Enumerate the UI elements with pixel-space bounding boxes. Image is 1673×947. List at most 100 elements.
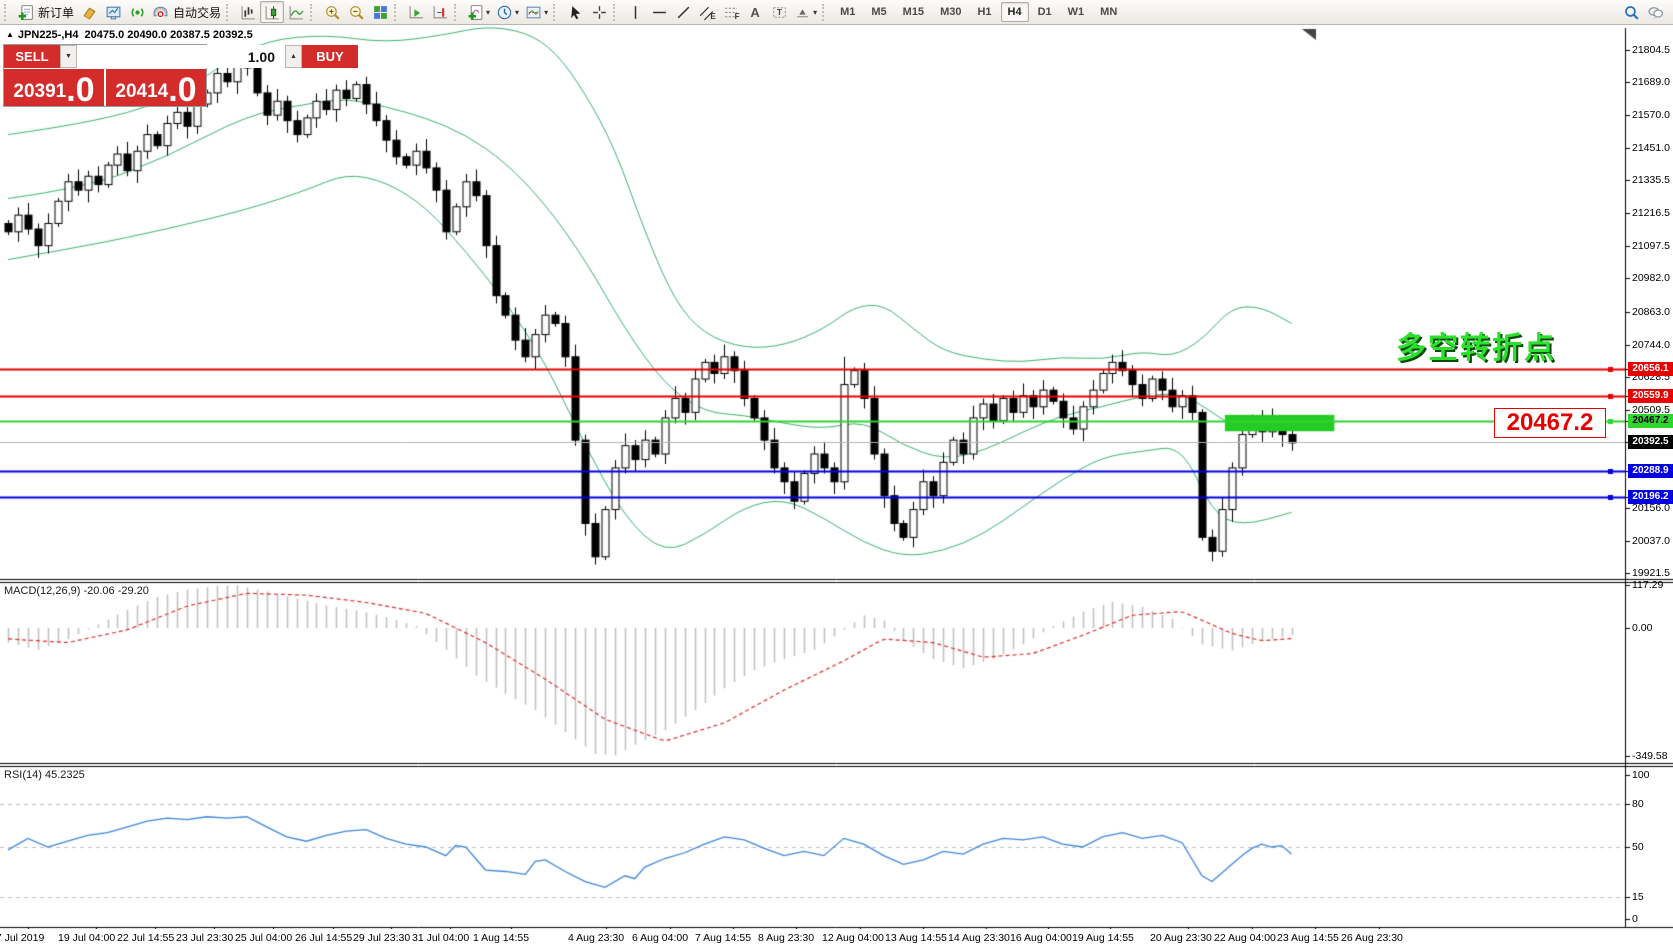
zoom-in-button[interactable] bbox=[320, 1, 344, 23]
cursor-icon bbox=[570, 5, 580, 19]
buy-price-main: 20414 bbox=[115, 81, 169, 102]
toolbar-drag-handle[interactable] bbox=[394, 3, 400, 21]
indicators-button[interactable]: ▾ bbox=[464, 1, 493, 23]
tile-windows-button[interactable] bbox=[368, 1, 392, 23]
chat-button[interactable] bbox=[1643, 1, 1667, 23]
history-center-button[interactable] bbox=[77, 1, 101, 23]
chat-icon bbox=[1647, 6, 1663, 19]
trade-panel-header-row: SELL ▼ ▲ BUY bbox=[4, 45, 358, 68]
time-tick-label: 19 Aug 14:55 bbox=[1072, 932, 1134, 944]
search-button[interactable] bbox=[1619, 1, 1643, 23]
time-tick-label: 14 Aug 23:30 bbox=[948, 932, 1010, 944]
toolbar-drag-handle[interactable] bbox=[226, 3, 232, 21]
toolbar: 新订单 自动交易 ▾ ▾ bbox=[0, 0, 1673, 25]
data-window-icon bbox=[106, 6, 120, 19]
chart-shift-icon bbox=[433, 5, 447, 18]
buy-button[interactable]: BUY bbox=[302, 45, 358, 68]
horizontal-line-button[interactable] bbox=[647, 1, 671, 23]
signals-button[interactable] bbox=[125, 1, 149, 23]
templates-button[interactable]: ▾ bbox=[522, 1, 551, 23]
time-tick-label: 31 Jul 04:00 bbox=[412, 932, 470, 944]
time-tick-label: 26 Jul 14:55 bbox=[295, 932, 353, 944]
time-tick-label: 13 Aug 14:55 bbox=[885, 932, 947, 944]
search-icon bbox=[1624, 5, 1639, 20]
timeframe-button-h4[interactable]: H4 bbox=[1000, 2, 1029, 22]
new-order-button[interactable]: 新订单 bbox=[14, 1, 77, 23]
arrows-button[interactable]: ▾ bbox=[791, 1, 820, 23]
crosshair-button[interactable] bbox=[587, 1, 611, 23]
volume-increase-button[interactable]: ▲ bbox=[285, 45, 302, 68]
toolbar-drag-handle[interactable] bbox=[553, 3, 559, 21]
data-window-button[interactable] bbox=[101, 1, 125, 23]
rsi-indicator-label: RSI(14) 45.2325 bbox=[4, 769, 85, 781]
fibonacci-letter: F bbox=[734, 11, 740, 21]
fibonacci-icon bbox=[724, 7, 737, 17]
toolbar-drag-handle[interactable] bbox=[310, 3, 316, 21]
timeframe-group: M1 M5 M15 M30 H1 H4 D1 W1 MN bbox=[832, 2, 1125, 22]
chart-shift-button[interactable] bbox=[428, 1, 452, 23]
text-icon: A bbox=[750, 4, 760, 20]
zoom-out-icon bbox=[349, 5, 364, 20]
timeframe-button-mn[interactable]: MN bbox=[1093, 2, 1124, 22]
trade-panel-price-row: 20391.0 20414.0 bbox=[4, 69, 206, 106]
chevron-down-icon: ▾ bbox=[515, 7, 520, 17]
line-chart-button[interactable] bbox=[284, 1, 308, 23]
sell-price-frac: .0 bbox=[66, 71, 95, 106]
chevron-down-icon: ▾ bbox=[486, 7, 491, 17]
buy-price-frac: .0 bbox=[168, 71, 197, 106]
fibonacci-button[interactable]: F bbox=[719, 1, 743, 23]
vertical-line-icon bbox=[634, 5, 636, 19]
candlestick-chart-button[interactable] bbox=[260, 1, 285, 23]
timeframe-button-m5[interactable]: M5 bbox=[864, 2, 893, 22]
equidistant-channel-button[interactable]: E bbox=[695, 1, 719, 23]
time-tick-label: 17 Jul 2019 bbox=[0, 932, 45, 944]
volume-input[interactable] bbox=[77, 45, 285, 68]
time-tick-label: 4 Aug 23:30 bbox=[568, 932, 625, 944]
tile-windows-icon bbox=[373, 5, 387, 19]
timeframe-button-w1[interactable]: W1 bbox=[1061, 2, 1092, 22]
periods-button[interactable]: ▾ bbox=[493, 1, 522, 23]
arrows-icon bbox=[797, 8, 808, 17]
toolbar-drag-handle[interactable] bbox=[4, 3, 10, 21]
symbol-period-label: JPN225-,H4 bbox=[17, 29, 79, 41]
gold-book-icon bbox=[82, 7, 96, 20]
collapse-arrow-icon[interactable]: ▲ bbox=[6, 30, 14, 39]
volume-decrease-button[interactable]: ▼ bbox=[60, 45, 77, 68]
sell-price-display[interactable]: 20391.0 bbox=[4, 69, 104, 106]
autotrade-button[interactable]: 自动交易 bbox=[149, 1, 224, 23]
bar-chart-button[interactable] bbox=[236, 1, 260, 23]
turning-point-annotation: 多空转折点 bbox=[1396, 332, 1556, 365]
timeframe-button-d1[interactable]: D1 bbox=[1031, 2, 1059, 22]
one-click-trading-panel: SELL ▼ ▲ BUY 20391.0 20414.0 bbox=[3, 44, 358, 107]
bar-chart-icon bbox=[241, 5, 255, 19]
time-tick-label: 19 Jul 04:00 bbox=[58, 932, 116, 944]
zoom-out-button[interactable] bbox=[344, 1, 368, 23]
toolbar-drag-handle[interactable] bbox=[613, 3, 619, 21]
text-label-button[interactable]: T bbox=[767, 1, 791, 23]
timeframe-button-m15[interactable]: M15 bbox=[896, 2, 931, 22]
sell-button[interactable]: SELL bbox=[4, 45, 60, 68]
timeframe-button-h1[interactable]: H1 bbox=[970, 2, 998, 22]
svg-text:T: T bbox=[776, 7, 782, 17]
trendline-button[interactable] bbox=[671, 1, 695, 23]
toolbar-drag-handle[interactable] bbox=[822, 3, 828, 21]
auto-scroll-button[interactable] bbox=[404, 1, 428, 23]
symbol-info: ▲ JPN225-,H4 20475.0 20490.0 20387.5 20392… bbox=[6, 29, 253, 41]
text-button[interactable]: A bbox=[743, 1, 767, 23]
toolbar-drag-handle[interactable] bbox=[454, 3, 460, 21]
time-tick-label: 26 Aug 23:30 bbox=[1341, 932, 1403, 944]
macd-indicator-label: MACD(12,26,9) -20.06 -29.20 bbox=[4, 585, 149, 597]
toolbar-right-group bbox=[1619, 1, 1673, 23]
buy-price-display[interactable]: 20414.0 bbox=[106, 69, 206, 106]
autotrade-label: 自动交易 bbox=[173, 5, 222, 20]
timeframe-button-m30[interactable]: M30 bbox=[933, 2, 968, 22]
crosshair-icon bbox=[592, 5, 606, 19]
time-tick-label: 7 Aug 14:55 bbox=[695, 932, 752, 944]
time-tick-label: 1 Aug 14:55 bbox=[473, 932, 530, 944]
cursor-button[interactable] bbox=[563, 1, 587, 23]
vertical-line-button[interactable] bbox=[623, 1, 647, 23]
timeframe-button-m1[interactable]: M1 bbox=[833, 2, 862, 22]
text-label-icon: T bbox=[772, 7, 786, 18]
